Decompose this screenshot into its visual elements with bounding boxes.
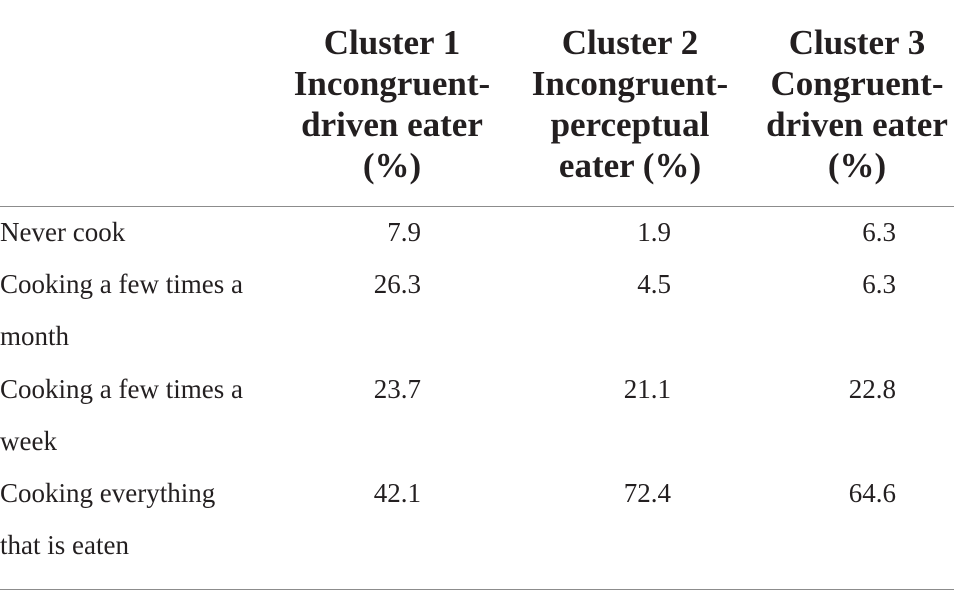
table-cell: 1.9 [637,217,671,247]
table-cell: 6.3 [862,217,896,247]
table-cell: 4.5 [637,269,671,299]
table-cell: 26.3 [373,269,421,299]
table-cell: 22.8 [848,374,896,404]
header-divider [0,206,954,207]
column-header-cluster-2: Cluster 2 Incongruent- perceptual eater … [531,23,729,185]
table-cell: 21.1 [623,374,671,404]
column-header-cluster-1: Cluster 1 Incongruent- driven eater (%) [293,23,491,185]
table-cell: 6.3 [862,269,896,299]
table-cell: 72.4 [623,478,671,508]
row-label: Cooking everything that is eaten [0,478,216,560]
table-cell: 64.6 [848,478,896,508]
row-label: Cooking a few times a month [0,269,243,351]
table-cell: 7.9 [387,217,421,247]
column-header-cluster-3: Cluster 3 Congruent- driven eater (%) [766,23,948,185]
row-label: Cooking a few times a week [0,374,243,456]
table-cell: 42.1 [373,478,421,508]
table-header: Cluster 1 Incongruent- driven eater (%) … [0,0,954,206]
table-cell: 23.7 [373,374,421,404]
table-bottom-rule [0,589,954,590]
row-label: Never cook [0,217,126,247]
